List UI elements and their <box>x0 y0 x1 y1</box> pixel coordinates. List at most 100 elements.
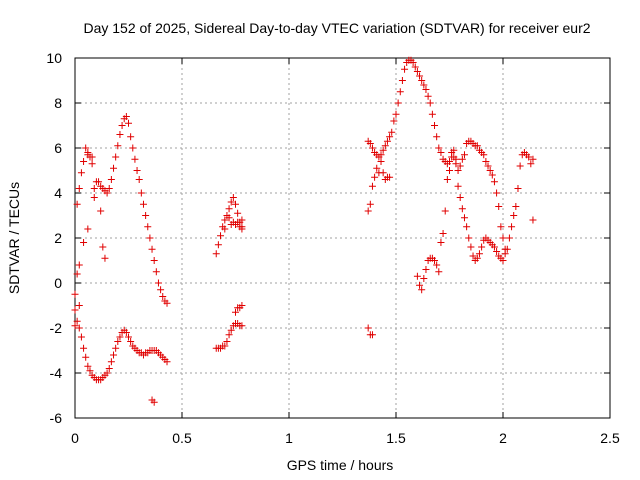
data-point <box>475 250 483 258</box>
data-point <box>388 128 396 136</box>
data-point <box>82 353 90 361</box>
data-point <box>77 333 85 341</box>
data-point <box>390 117 398 125</box>
data-point <box>473 142 481 150</box>
data-point <box>105 365 113 372</box>
data-point <box>469 252 477 260</box>
data-point <box>446 167 453 174</box>
data-point <box>516 162 524 170</box>
data-point <box>144 223 152 231</box>
data-point <box>227 198 235 206</box>
data-point <box>150 257 158 264</box>
data-point <box>212 250 220 258</box>
data-point <box>135 176 143 183</box>
data-point <box>71 322 79 330</box>
data-point <box>229 194 237 201</box>
data-point <box>458 205 466 213</box>
data-point <box>480 151 488 159</box>
series-sdtvar-late-lower <box>364 146 537 339</box>
x-tick-label: 2 <box>499 430 507 446</box>
data-point <box>73 317 81 325</box>
data-point <box>456 162 464 170</box>
data-point <box>501 250 509 258</box>
data-point <box>221 342 229 350</box>
data-point <box>512 203 520 210</box>
data-point <box>435 144 443 152</box>
data-point <box>131 155 139 163</box>
data-point <box>478 243 486 251</box>
data-point <box>225 214 233 222</box>
data-point <box>148 245 156 253</box>
data-point <box>90 194 98 201</box>
y-tick-label: 2 <box>54 230 62 246</box>
data-point <box>381 142 389 150</box>
data-point <box>238 302 246 309</box>
data-point <box>122 113 130 120</box>
data-point <box>127 338 135 345</box>
data-point <box>416 281 424 289</box>
data-point <box>413 272 421 280</box>
data-point <box>103 369 111 377</box>
data-point <box>452 155 460 163</box>
data-point <box>142 212 150 219</box>
x-tick-label: 1 <box>285 430 293 446</box>
series-sdtvar-upper <box>71 113 171 307</box>
series-sdtvar-mid-upper-scatter <box>221 214 246 233</box>
data-point <box>398 77 406 84</box>
data-point <box>80 344 88 352</box>
data-point <box>529 155 537 163</box>
data-point <box>112 344 120 352</box>
series-sdtvar-mid-lower <box>212 320 246 352</box>
data-point <box>456 194 464 201</box>
data-point <box>150 398 158 406</box>
data-point <box>431 257 439 264</box>
data-point <box>386 173 394 181</box>
data-point <box>110 351 118 359</box>
data-point <box>366 140 374 147</box>
data-point <box>225 205 233 213</box>
data-point <box>73 200 81 208</box>
data-point <box>379 169 387 177</box>
data-point <box>90 185 98 192</box>
data-point <box>80 158 88 165</box>
data-point <box>234 218 242 226</box>
data-point <box>137 189 145 197</box>
data-point <box>386 133 394 141</box>
data-point <box>441 207 449 215</box>
x-tick-label: 0.5 <box>172 430 192 446</box>
data-point <box>401 65 409 73</box>
data-point <box>107 358 115 366</box>
data-point <box>510 212 518 219</box>
data-point <box>107 176 115 183</box>
data-point <box>88 160 96 168</box>
y-tick-label: -4 <box>50 365 63 381</box>
data-point <box>371 173 379 181</box>
x-tick-labels: 0 0.5 1 1.5 2 2.5 <box>71 430 620 446</box>
data-point <box>418 77 426 84</box>
data-point <box>227 326 235 334</box>
data-point <box>454 167 462 174</box>
data-point <box>379 146 387 154</box>
y-tick-label: 6 <box>54 140 62 156</box>
data-point <box>116 333 124 341</box>
y-tick-label: 0 <box>54 275 62 291</box>
data-point <box>505 234 513 242</box>
data-point <box>435 268 443 276</box>
data-point <box>238 322 246 330</box>
series-sdtvar-mid-lower-scatter <box>232 302 246 316</box>
data-point <box>110 164 118 172</box>
data-point <box>437 149 445 156</box>
data-point <box>482 158 490 165</box>
data-point <box>97 207 105 215</box>
data-point <box>163 299 171 307</box>
data-point <box>450 146 458 154</box>
data-point <box>493 248 501 255</box>
data-point <box>493 189 501 197</box>
data-point <box>458 155 466 163</box>
data-point <box>448 153 456 161</box>
data-point <box>116 131 124 138</box>
data-point <box>225 331 233 339</box>
y-tick-label: -6 <box>50 410 63 426</box>
data-point <box>122 329 130 336</box>
data-point <box>75 302 83 309</box>
